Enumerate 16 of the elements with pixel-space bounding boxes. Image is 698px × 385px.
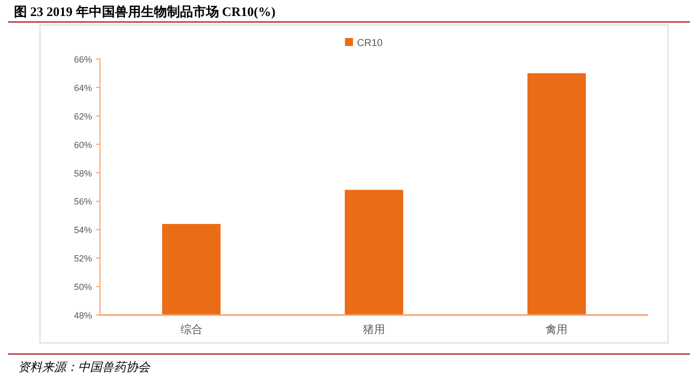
y-tick-label: 48% [74,310,92,320]
y-tick-label: 52% [74,254,92,264]
y-tick-label: 58% [74,168,92,178]
legend-label: CR10 [357,38,384,49]
y-tick-label: 64% [74,82,92,93]
y-tick-label: 62% [74,111,92,122]
x-tick-label: 猪用 [363,323,385,336]
y-tick-label: 60% [74,140,92,150]
y-tick-label: 50% [74,282,92,292]
x-tick-label: 禽用 [546,324,568,336]
y-tick-label: 56% [74,196,92,207]
x-tick-label: 综合 [180,323,202,336]
y-tick-label: 66% [74,54,92,64]
y-tick-label: 54% [74,225,92,236]
text: 资料来源：中国兽药协会 [18,360,151,374]
chart-title: 图 23 2019 年中国兽用生物制品市场 CR10(%) [14,4,276,19]
